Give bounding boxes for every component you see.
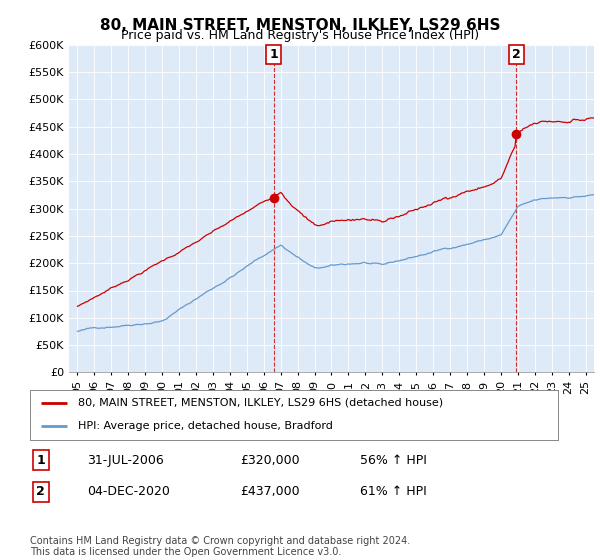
Text: Contains HM Land Registry data © Crown copyright and database right 2024.
This d: Contains HM Land Registry data © Crown c… [30, 535, 410, 557]
Text: 80, MAIN STREET, MENSTON, ILKLEY, LS29 6HS: 80, MAIN STREET, MENSTON, ILKLEY, LS29 6… [100, 18, 500, 33]
Text: 1: 1 [269, 48, 278, 61]
Text: HPI: Average price, detached house, Bradford: HPI: Average price, detached house, Brad… [77, 421, 332, 431]
Text: 31-JUL-2006: 31-JUL-2006 [87, 454, 164, 467]
Text: 04-DEC-2020: 04-DEC-2020 [87, 485, 170, 498]
Text: 61% ↑ HPI: 61% ↑ HPI [360, 485, 427, 498]
Text: 2: 2 [37, 485, 45, 498]
Text: £437,000: £437,000 [240, 485, 299, 498]
Text: Price paid vs. HM Land Registry's House Price Index (HPI): Price paid vs. HM Land Registry's House … [121, 29, 479, 42]
Text: 56% ↑ HPI: 56% ↑ HPI [360, 454, 427, 467]
Text: 80, MAIN STREET, MENSTON, ILKLEY, LS29 6HS (detached house): 80, MAIN STREET, MENSTON, ILKLEY, LS29 6… [77, 398, 443, 408]
Text: 2: 2 [512, 48, 521, 61]
Text: 1: 1 [37, 454, 45, 467]
Text: £320,000: £320,000 [240, 454, 299, 467]
